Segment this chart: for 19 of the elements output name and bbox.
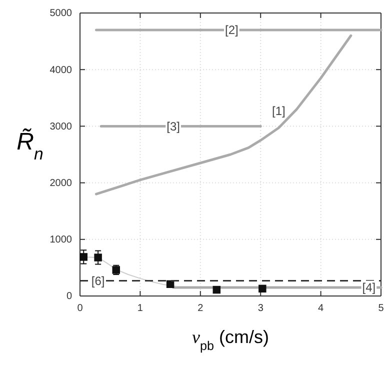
y-tick-label: 3000 [50, 121, 72, 132]
x-tick-label: 0 [77, 303, 84, 314]
y-tick-label: 4000 [50, 64, 72, 76]
annotation: [6] [91, 274, 105, 288]
annotation: [3] [166, 119, 180, 134]
x-axis-title: v$_{pb}$ (cm/s) [192, 327, 269, 353]
y-tick-label: 0 [66, 291, 72, 302]
annotation: [4] [362, 280, 376, 295]
y-axis-title: R̃$_{n}$ [16, 128, 44, 163]
annotation: [1] [272, 104, 286, 118]
y-tick-label: 5000 [50, 8, 72, 20]
x-tick-label: 1 [137, 303, 144, 314]
x-tick-label: 5 [378, 303, 384, 314]
x-tick-label: 2 [198, 303, 204, 314]
annotation: [2] [225, 23, 238, 38]
y-tick-label: 2000 [50, 178, 72, 189]
x-tick-label: 3 [258, 303, 264, 314]
x-tick-label: 4 [318, 303, 324, 314]
y-tick-label: 1000 [50, 234, 72, 246]
